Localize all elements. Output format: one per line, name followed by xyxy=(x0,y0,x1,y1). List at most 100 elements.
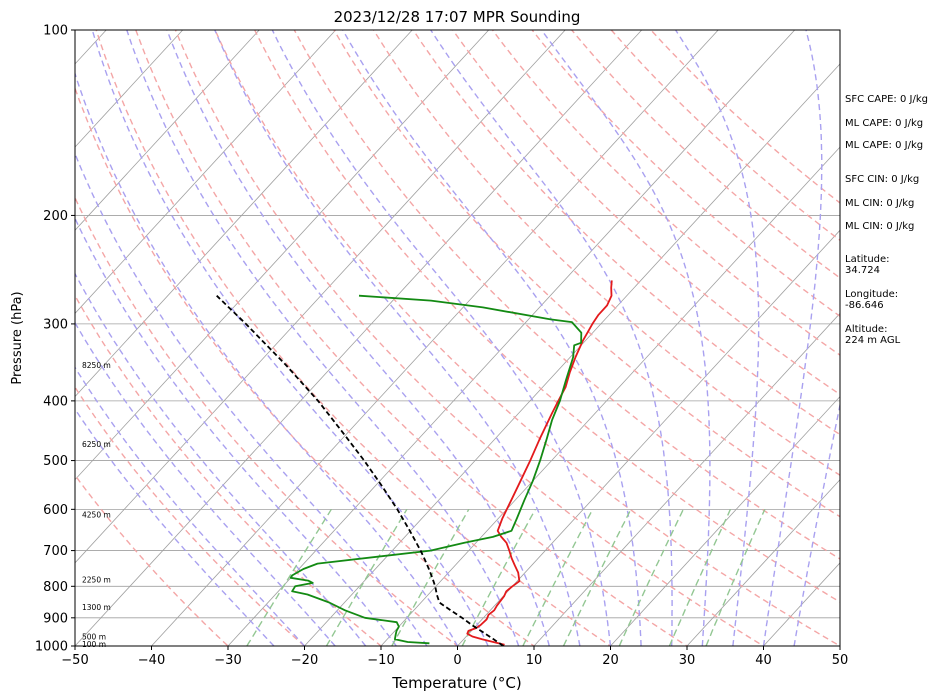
sfc-cin-text: SFC CIN: 0 J/kg xyxy=(845,174,919,185)
moist-adiabat-line xyxy=(793,401,840,646)
y-tick-label: 400 xyxy=(43,394,68,409)
moist-adiabat-line xyxy=(675,30,760,646)
x-tick-label: 30 xyxy=(679,653,696,668)
altitude-tick-label: 4250 m xyxy=(82,511,111,520)
dry-adiabat-line xyxy=(135,30,689,646)
y-tick-label: 800 xyxy=(43,580,68,595)
ml-cape-text-2: ML CAPE: 0 J/kg xyxy=(845,140,923,151)
y-tick-label: 1000 xyxy=(35,640,68,655)
x-tick-label: 0 xyxy=(453,653,461,668)
dry-adiabat-line xyxy=(214,30,840,646)
moist-adiabat-line xyxy=(126,30,520,646)
moist-adiabat-line xyxy=(75,151,428,646)
series-layer xyxy=(216,280,613,646)
altitude-value: 224 m AGL xyxy=(845,335,901,346)
x-tick-label: 20 xyxy=(602,653,619,668)
moist-adiabat-line xyxy=(75,216,397,646)
isotherm-line xyxy=(227,30,796,646)
y-tick-label: 200 xyxy=(43,209,68,224)
moist-adiabat-line xyxy=(540,30,711,646)
isotherm-line xyxy=(609,395,840,646)
x-tick-label: −20 xyxy=(291,653,318,668)
moist-adiabat-line xyxy=(166,30,550,646)
isotherm-line xyxy=(533,312,840,646)
isotherm-line xyxy=(75,30,490,481)
mixing-ratio-line xyxy=(391,508,470,646)
dry-adiabat-line xyxy=(649,30,840,204)
y-axis-label: Pressure (hPa) xyxy=(10,291,25,384)
altitude-tick-label: 500 m xyxy=(82,632,106,641)
dewpoint-profile-line xyxy=(289,294,583,645)
longitude-value: -86.646 xyxy=(845,300,884,311)
grid-layer xyxy=(75,30,840,646)
latitude-value: 34.724 xyxy=(845,265,880,276)
dry-adiabat-line xyxy=(75,196,459,646)
dry-adiabat-line xyxy=(75,294,383,646)
moist-adiabat-line xyxy=(75,272,367,646)
x-tick-label: 10 xyxy=(526,653,543,668)
ml-cin-text-2: ML CIN: 0 J/kg xyxy=(845,221,914,232)
moist-adiabat-line xyxy=(214,30,581,646)
moist-adiabat-line xyxy=(91,30,489,646)
y-tick-label: 600 xyxy=(43,503,68,518)
ml-cin-text: ML CIN: 0 J/kg xyxy=(845,198,914,209)
isotherm-line xyxy=(150,30,719,646)
moist-adiabat-line xyxy=(271,30,612,646)
y-tick-label: 700 xyxy=(43,544,68,559)
mixing-ratio-line xyxy=(325,508,408,646)
moist-adiabat-line xyxy=(75,71,459,646)
moist-adiabat-line xyxy=(430,30,673,646)
y-tick-label: 500 xyxy=(43,454,68,469)
mixing-ratio-line xyxy=(461,508,536,646)
x-tick-label: −50 xyxy=(61,653,88,668)
x-tick-label: 50 xyxy=(832,653,849,668)
moist-adiabat-line xyxy=(75,366,306,646)
altitude-label: Altitude: xyxy=(845,324,887,335)
dry-adiabat-line xyxy=(293,30,840,560)
y-tick-label: 100 xyxy=(43,24,68,39)
y-tick-label: 300 xyxy=(43,317,68,332)
dry-adiabat-line xyxy=(75,385,306,646)
x-axis-label: Temperature (°C) xyxy=(391,674,521,692)
mixing-ratio-line xyxy=(668,509,732,646)
isotherm-line xyxy=(75,30,260,231)
isotherm-line xyxy=(75,30,184,148)
x-tick-label: −40 xyxy=(138,653,165,668)
dry-adiabat-line xyxy=(333,30,840,518)
sfc-cape-text: SFC CAPE: 0 J/kg xyxy=(845,94,928,105)
y-tick-label: 900 xyxy=(43,611,68,626)
isotherm-line xyxy=(75,30,643,646)
dry-adiabat-line xyxy=(174,30,765,646)
annotation-panel: SFC CAPE: 0 J/kg ML CAPE: 0 J/kg ML CAPE… xyxy=(845,94,928,346)
isotherm-line xyxy=(75,30,337,314)
mixing-ratio-line xyxy=(562,508,632,646)
parcel-profile-line xyxy=(216,295,504,646)
latitude-label: Latitude: xyxy=(845,254,890,265)
mixing-ratio-line xyxy=(246,508,332,646)
dry-adiabat-line xyxy=(412,30,840,436)
moist-adiabat-line xyxy=(75,321,336,646)
isotherm-line xyxy=(380,146,840,646)
temperature-profile-line xyxy=(466,280,613,646)
altitude-tick-label: 8250 m xyxy=(82,361,111,370)
plot-frame xyxy=(74,29,841,647)
dry-adiabat-line xyxy=(372,30,840,477)
dry-adiabat-line xyxy=(95,30,612,646)
dry-adiabat-line xyxy=(253,30,840,603)
axis-layer: −50 −40 −30 −20 −10 0 10 20 30 40 50 1000 900 800 700 6… xyxy=(35,24,848,669)
longitude-label: Longitude: xyxy=(845,289,898,300)
ml-cape-text: ML CAPE: 0 J/kg xyxy=(845,118,923,129)
isotherm-line xyxy=(75,30,566,564)
x-tick-label: 40 xyxy=(755,653,772,668)
dry-adiabat-line xyxy=(531,30,840,318)
altitude-tick-label: 2250 m xyxy=(82,576,111,585)
dry-adiabat-line xyxy=(75,474,230,646)
altitude-tick-label: 6250 m xyxy=(82,440,111,449)
altitude-tick-label: 100 m xyxy=(82,640,106,649)
isotherm-line xyxy=(303,63,840,646)
isotherm-line xyxy=(75,30,413,398)
x-tick-label: −10 xyxy=(367,653,394,668)
mixing-ratio-line xyxy=(522,508,594,646)
altitude-tick-label: 1300 m xyxy=(82,603,111,612)
